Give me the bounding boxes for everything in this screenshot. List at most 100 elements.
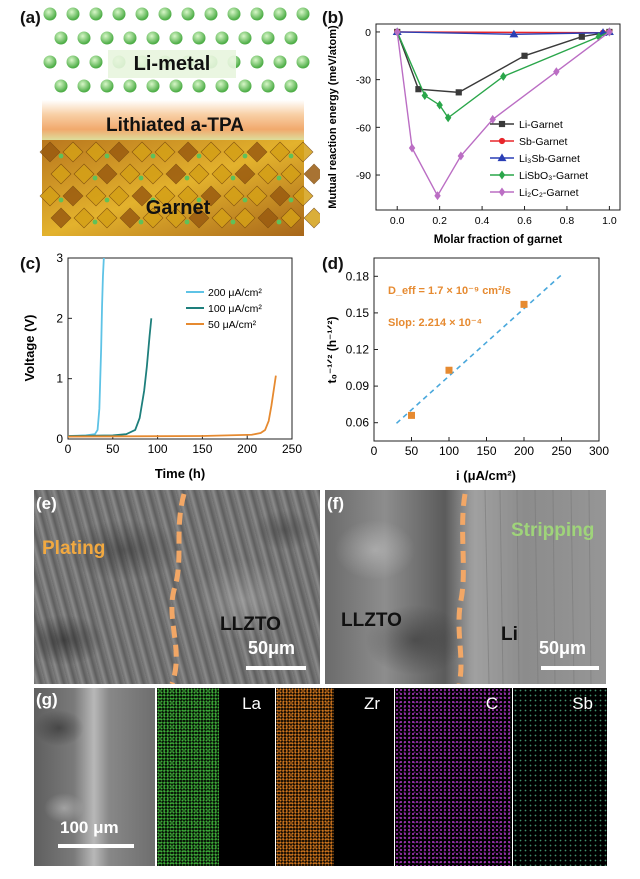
panel-label-b: (b) (322, 8, 344, 27)
y-tick-label: -90 (356, 170, 371, 182)
x-tick-label: 0.2 (432, 215, 447, 227)
garnet-octahedron (108, 141, 130, 163)
li-atom (158, 7, 172, 21)
li-atom (250, 55, 264, 69)
li-atom (100, 31, 114, 45)
garnet-li-site (58, 153, 64, 159)
data-point (606, 27, 613, 37)
garnet-octahedron (142, 207, 164, 229)
li-atom (284, 31, 298, 45)
garnet-octahedron (177, 185, 199, 207)
li-metal-lattice (43, 7, 310, 93)
li-atom (54, 31, 68, 45)
li-atom (284, 79, 298, 93)
li-atom (135, 7, 149, 21)
garnet-octahedron (200, 141, 222, 163)
chart-b-ylabel: Mutual reaction energy (meV/atom) (327, 25, 339, 209)
scale-label-g: 100 μm (60, 818, 119, 837)
series-line (67, 375, 277, 438)
x-tick-label: 300 (589, 444, 609, 458)
garnet-octahedron (292, 141, 314, 163)
scale-label-f: 50μm (539, 638, 587, 658)
legend-label: Li₃Sb-Garnet (519, 153, 580, 165)
garnet-octahedron (142, 163, 164, 185)
garnet-octahedron (154, 141, 176, 163)
panel-label-g: (g) (36, 690, 58, 709)
garnet-li-site (184, 219, 190, 225)
series-line (67, 257, 105, 437)
li-atom (112, 7, 126, 21)
li-atom (66, 7, 80, 21)
x-tick-label: 0.0 (390, 215, 405, 227)
panel-label-f: (f) (327, 494, 344, 513)
li-atom (66, 55, 80, 69)
series-line (396, 31, 610, 94)
garnet-octahedron (165, 207, 187, 229)
garnet-octahedron (177, 141, 199, 163)
garnet-octahedron (280, 163, 302, 185)
data-point (444, 113, 452, 123)
panel-a: (a) Li-metal Lithiated a-TPA (20, 0, 320, 240)
li-atom (215, 79, 229, 93)
panel-e-sem-image: (e) Plating LLZTO 50μm (34, 490, 320, 684)
y-tick-label: 0 (56, 432, 63, 446)
li-atom (215, 31, 229, 45)
data-point (500, 72, 507, 81)
garnet-octahedron (73, 207, 95, 229)
li-atom (238, 79, 252, 93)
c-signal-region (395, 688, 512, 866)
li-atom (146, 79, 160, 93)
garnet-octahedron (131, 141, 153, 163)
garnet-octahedron (85, 185, 107, 207)
x-tick-label: 0 (371, 444, 378, 458)
series-line (67, 318, 153, 437)
data-point (421, 91, 429, 100)
scale-label-e: 50μm (248, 638, 296, 658)
garnet-octahedron (119, 163, 141, 185)
eds-map-zr: Zr (275, 688, 394, 866)
panel-label-c: (c) (20, 254, 41, 273)
garnet-octahedron (39, 141, 61, 163)
panel-g-sem-image: (g) 100 μm (34, 688, 155, 866)
li-atom (192, 31, 206, 45)
li-metal-label: Li-metal (134, 53, 211, 75)
data-point (436, 100, 443, 110)
data-point (509, 29, 519, 38)
garnet-li-site (184, 175, 190, 181)
x-tick-label: 50 (405, 444, 419, 458)
data-point (445, 366, 453, 374)
li-label-f: Li (501, 624, 518, 645)
li-atom (89, 7, 103, 21)
y-tick-label: 3 (56, 251, 63, 265)
garnet-li-site (276, 219, 282, 225)
li-atom (238, 31, 252, 45)
x-tick-label: 0.4 (475, 215, 490, 227)
garnet-octahedron (280, 207, 302, 229)
garnet-li-site (138, 219, 144, 225)
chart-d-annotation-slope: Slop: 2.214 × 10⁻⁴ (388, 317, 482, 329)
li-atom (43, 55, 57, 69)
garnet-octahedron (96, 163, 118, 185)
garnet-octahedron (303, 207, 320, 229)
garnet-li-site (196, 197, 202, 203)
x-tick-label: 150 (192, 442, 212, 456)
garnet-li-site (288, 197, 294, 203)
garnet-octahedron (269, 185, 291, 207)
series-line (397, 31, 610, 36)
c-map-label: C (485, 694, 498, 713)
li-atom (169, 31, 183, 45)
data-point (497, 153, 507, 162)
panel-f-sem-image: (f) Stripping LLZTO Li 50μm (325, 490, 606, 684)
x-tick-label: 0.6 (517, 215, 532, 227)
data-point (455, 89, 462, 96)
legend-label: Li₂C₂-Garnet (519, 187, 579, 199)
zr-map-label: Zr (363, 694, 380, 713)
chart-d: 0 50 100 150 200 250 300 0.06 0.09 0.12 0.15 0.18 D… (325, 257, 609, 483)
x-tick-label: 0.8 (560, 215, 575, 227)
garnet-li-site (196, 153, 202, 159)
garnet-octahedron (39, 185, 61, 207)
data-point (457, 151, 465, 161)
garnet-octahedron (62, 185, 84, 207)
plating-boundary-line (169, 493, 187, 684)
li-metal-label-bg (108, 50, 236, 78)
